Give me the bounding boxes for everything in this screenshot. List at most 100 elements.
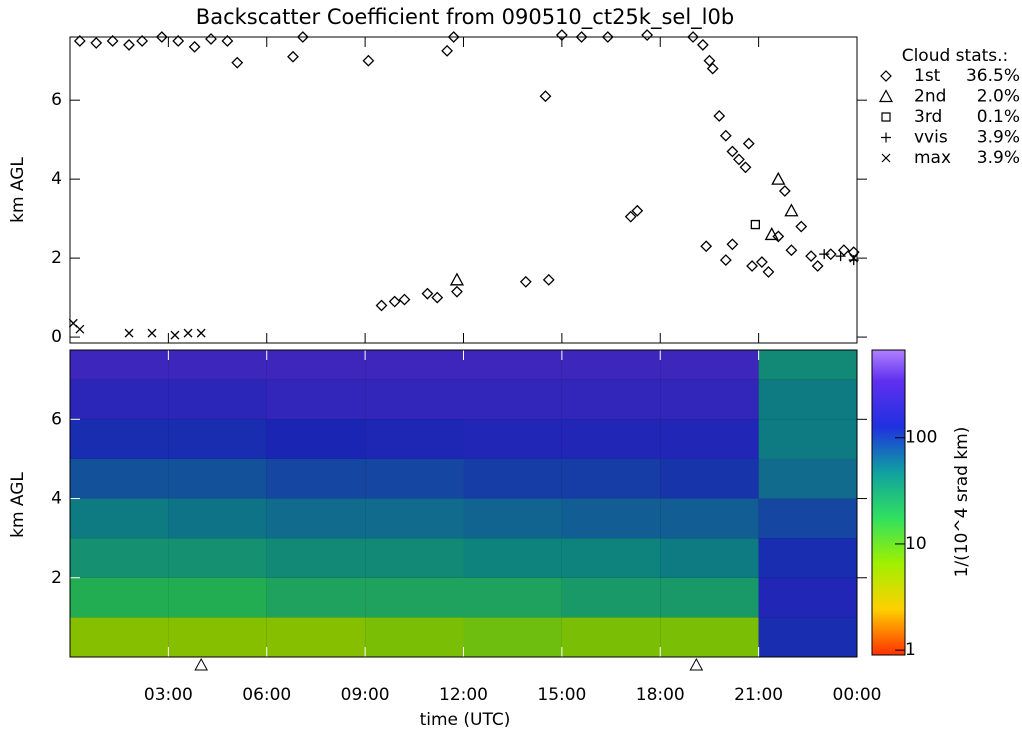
plot-frame (69, 36, 858, 344)
x-tick-label: 03:00 (144, 685, 193, 705)
heatmap-cell (70, 498, 169, 539)
y-tick-label: 2 (51, 248, 62, 268)
x-tick-label: 15:00 (537, 685, 586, 705)
colorbar-frame (871, 349, 906, 656)
heatmap-cell (758, 498, 857, 539)
heatmap-cell (561, 538, 661, 578)
cloud-point (848, 255, 859, 266)
cloud-point (106, 35, 119, 47)
legend-marker (881, 153, 891, 163)
heatmap-cell (168, 350, 267, 380)
heatmap-cell (266, 498, 366, 539)
cloud-point (819, 249, 830, 260)
heatmap-cell (266, 617, 366, 657)
cloud-point (172, 35, 185, 47)
cloud-point (188, 40, 201, 53)
heatmap-cell (561, 419, 661, 459)
heatmap-cell (365, 498, 464, 539)
cloud-point (575, 31, 588, 43)
x-tick-label: 18:00 (636, 685, 685, 705)
cloud-point (811, 260, 824, 272)
heatmap-cell (266, 458, 366, 499)
x-tick-label: 09:00 (341, 685, 390, 705)
cloud-point (362, 54, 375, 67)
cloud-point (123, 38, 135, 51)
legend-marker (878, 89, 894, 103)
heatmap-cell (70, 577, 169, 618)
heatmap-cell (266, 577, 366, 618)
cloud-point (733, 153, 745, 166)
legend-share: 36.5% (966, 66, 1020, 86)
heatmap-cell (758, 538, 857, 578)
cloud-point (75, 324, 85, 334)
cloud-point (296, 31, 309, 43)
heatmap-cell (463, 419, 562, 459)
cloud-point (750, 219, 760, 230)
heatmap-cell (365, 379, 464, 420)
heatmap-cell (758, 350, 857, 380)
cloud-point (231, 56, 244, 69)
heatmap-cell (168, 379, 267, 420)
cloud-point (90, 37, 103, 49)
legend-label: vvis (914, 128, 948, 148)
cloud-point (170, 330, 180, 340)
cloud-point (398, 293, 411, 306)
cloud-point (147, 328, 157, 338)
heatmap-cell (365, 458, 464, 499)
cloud-point (73, 35, 86, 47)
cloud-point (555, 29, 568, 41)
heatmap-cell (758, 617, 857, 657)
y-tick-label: 4 (51, 489, 62, 509)
cloud-point (771, 171, 786, 185)
cloud-point (785, 244, 798, 257)
heatmap-cell (660, 617, 759, 657)
x-axis-label: time (UTC) (420, 710, 511, 730)
heatmap-cell (168, 419, 267, 459)
cloud-point (726, 238, 739, 251)
y-tick-label: 4 (51, 169, 62, 189)
time-marker (689, 657, 704, 671)
plot-frame (69, 349, 858, 658)
cloud-point (519, 275, 532, 288)
colorbar-tick-label: 10 (905, 534, 927, 554)
heatmap-cell (660, 419, 759, 459)
heatmap-cell (168, 498, 267, 539)
heatmap-cell (463, 458, 562, 499)
heatmap-cell (365, 419, 464, 459)
heatmap-cell (463, 617, 562, 657)
heatmap-cell (365, 577, 464, 618)
legend-label: 1st (914, 66, 941, 86)
y-axis-label: km AGL (8, 472, 28, 538)
heatmap-cell (70, 538, 169, 578)
y-tick-label: 6 (51, 409, 62, 429)
heatmap-cell (758, 577, 857, 618)
heatmap-cell (561, 617, 661, 657)
heatmap-cell (168, 577, 267, 618)
heatmap-cell (168, 538, 267, 578)
heatmap-cell (168, 458, 267, 499)
heatmap-cell (660, 458, 759, 499)
legend-label: max (914, 148, 951, 168)
cloud-point (539, 90, 552, 103)
heatmap-cell (365, 617, 464, 657)
heatmap-cell (758, 379, 857, 420)
cloud-point (849, 253, 859, 263)
heatmap-cell (266, 350, 366, 380)
legend-share: 3.9% (977, 148, 1020, 168)
heatmap-cell (365, 538, 464, 578)
colorbar-tick-label: 1 (905, 640, 916, 660)
heatmap-cell (463, 350, 562, 380)
cloud-point (746, 260, 758, 272)
cloud-point (778, 185, 791, 197)
heatmap-cell (561, 379, 661, 420)
legend-share: 2.0% (977, 87, 1020, 107)
cloud-point (155, 31, 168, 43)
heatmap-cell (463, 498, 562, 539)
heatmap-cell (660, 538, 759, 578)
heatmap-cell (365, 350, 464, 380)
heatmap-cell (660, 577, 759, 618)
cloud-point (451, 285, 463, 298)
cloud-point (287, 50, 299, 63)
cloud-point (183, 328, 193, 338)
